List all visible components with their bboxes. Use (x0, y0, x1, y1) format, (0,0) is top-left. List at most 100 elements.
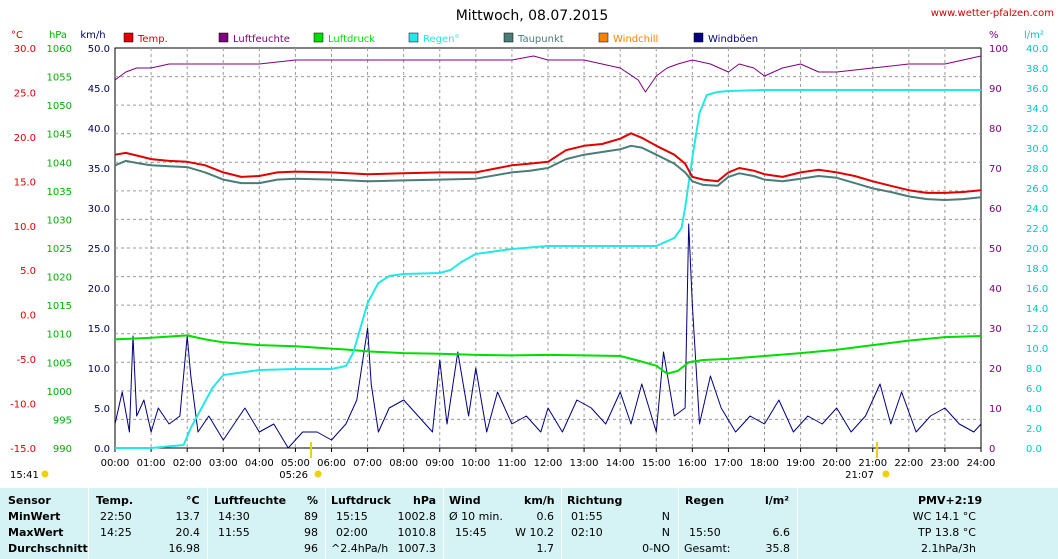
x-tick-label: 18:00 (750, 458, 779, 469)
humidity-tick-label: 80 (989, 124, 1002, 135)
max-rain: 6.6 (772, 526, 791, 539)
humidity-axis-unit: % (989, 30, 999, 41)
humidity-tick-label: 40 (989, 284, 1002, 295)
rain-tick-label: 8.0 (1026, 364, 1042, 375)
x-tick-label: 24:00 (967, 458, 996, 469)
x-tick-label: 01:00 (137, 458, 166, 469)
rain-tick-label: 32.0 (1026, 124, 1048, 135)
legend-swatch (408, 32, 419, 43)
avg-hum: 96 (304, 542, 318, 555)
site-url: www.wetter-pfalzen.com (931, 8, 1054, 19)
wind-tick-label: 10.0 (88, 364, 110, 375)
rain-tick-label: 4.0 (1026, 404, 1042, 415)
legend-label: Luftdruck (328, 34, 375, 45)
rain-tick-label: 12.0 (1026, 324, 1048, 335)
max-wind: W 10.2 (515, 526, 554, 539)
series-line (114, 132, 982, 194)
legend-label: Windböen (708, 34, 758, 45)
legend-swatch (598, 32, 609, 43)
wind-tick-label: 0.0 (94, 444, 110, 455)
legend-swatch (123, 32, 134, 43)
day-length-sun-icon (41, 470, 49, 478)
pressure-tick-label: 1045 (47, 130, 72, 141)
pressure-tick-label: 1030 (47, 215, 72, 226)
pressure-tick-label: 995 (53, 415, 72, 426)
legend-swatch (313, 32, 324, 43)
pressure-tick-label: 1000 (47, 387, 72, 398)
row-label-min: MinWert (8, 510, 61, 523)
min-wind-note: Ø 10 min. (449, 510, 503, 523)
temp-tick-label: 20.0 (14, 133, 36, 144)
legend-label: Windchill (613, 34, 658, 45)
day-length: 15:41 (10, 470, 39, 481)
sensor-header: Sensor (8, 494, 51, 507)
pmv-header: PMV+2:19 (918, 494, 983, 507)
humidity-tick-label: 10 (989, 404, 1002, 415)
rain-tick-label: 26.0 (1026, 184, 1048, 195)
temp-tick-label: 30.0 (14, 44, 36, 55)
rain-tick-label: 40.0 (1026, 44, 1048, 55)
x-tick-label: 07:00 (353, 458, 382, 469)
rain-tick-label: 28.0 (1026, 164, 1048, 175)
rain-tick-label: 22.0 (1026, 224, 1048, 235)
min-pmv: WC 14.1 °C (912, 510, 976, 523)
min-hum: 89 (304, 510, 318, 523)
pressure-tick-label: 1040 (47, 158, 72, 169)
min-press-time: 15:15 (336, 510, 368, 523)
x-tick-label: 08:00 (389, 458, 418, 469)
temp-tick-label: 15.0 (14, 177, 36, 188)
temp-tick-label: -5.0 (16, 355, 36, 366)
sunrise-time: 05:26 (279, 470, 308, 481)
plot-area: 00:00 01:00 02:00 03:00 04:00 05:00 06:00 07:00… (10, 30, 1048, 481)
x-tick-label: 16:00 (678, 458, 707, 469)
x-tick-label: 21:00 (858, 458, 887, 469)
pressure-tick-label: 1005 (47, 358, 72, 369)
wind-tick-label: 15.0 (88, 324, 110, 335)
x-tick-label: 23:00 (931, 458, 960, 469)
rain-tick-label: 6.0 (1026, 384, 1042, 395)
max-pmv: TP 13.8 °C (917, 526, 976, 539)
rain-tick-label: 2.0 (1026, 424, 1042, 435)
wind-unit: km/h (524, 494, 555, 507)
wind-tick-label: 45.0 (88, 84, 110, 95)
pressure-tick-label: 990 (53, 444, 72, 455)
pressure-tick-label: 1015 (47, 301, 72, 312)
series-line (114, 144, 982, 201)
sunset-time: 21:07 (845, 470, 874, 481)
rain-unit: l/m² (765, 494, 790, 507)
rain-tick-label: 16.0 (1026, 284, 1048, 295)
avg-temp: 16.98 (168, 542, 201, 555)
temp-tick-label: 0.0 (20, 311, 36, 322)
x-tick-label: 17:00 (714, 458, 743, 469)
rain-axis-unit: l/m² (1024, 30, 1044, 41)
rain-tick-label: 20.0 (1026, 244, 1048, 255)
legend-swatch (218, 32, 229, 43)
x-tick-label: 14:00 (606, 458, 635, 469)
temp-tick-label: -15.0 (10, 444, 36, 455)
wind-axis-unit: km/h (80, 30, 105, 41)
x-tick-label: 13:00 (570, 458, 599, 469)
x-tick-label: 04:00 (245, 458, 274, 469)
row-label-avg: Durchschnitt (8, 542, 88, 555)
rain-total-label: Gesamt: (684, 542, 731, 555)
max-press: 1010.8 (397, 526, 437, 539)
legend-label: Luftfeuchte (233, 34, 290, 45)
pressure-tick-label: 1010 (47, 330, 72, 341)
max-hum-time: 11:55 (218, 526, 250, 539)
legend-label: Regen° (423, 34, 460, 45)
x-tick-label: 06:00 (317, 458, 346, 469)
legend-swatch (503, 32, 514, 43)
avg-press: 1007.3 (397, 542, 437, 555)
legend-swatch (693, 32, 704, 43)
rain-tick-label: 14.0 (1026, 304, 1048, 315)
rain-tick-label: 0.0 (1026, 444, 1042, 455)
min-dir: N (661, 510, 670, 523)
humidity-tick-label: 20 (989, 364, 1002, 375)
x-tick-label: 03:00 (209, 458, 238, 469)
x-tick-label: 19:00 (786, 458, 815, 469)
sunset-sun-icon (882, 470, 890, 478)
series-line (115, 89, 981, 449)
avg-dir: 0-NO (642, 542, 670, 555)
temp-unit: °C (186, 494, 200, 507)
pressure-axis-unit: hPa (49, 30, 67, 41)
